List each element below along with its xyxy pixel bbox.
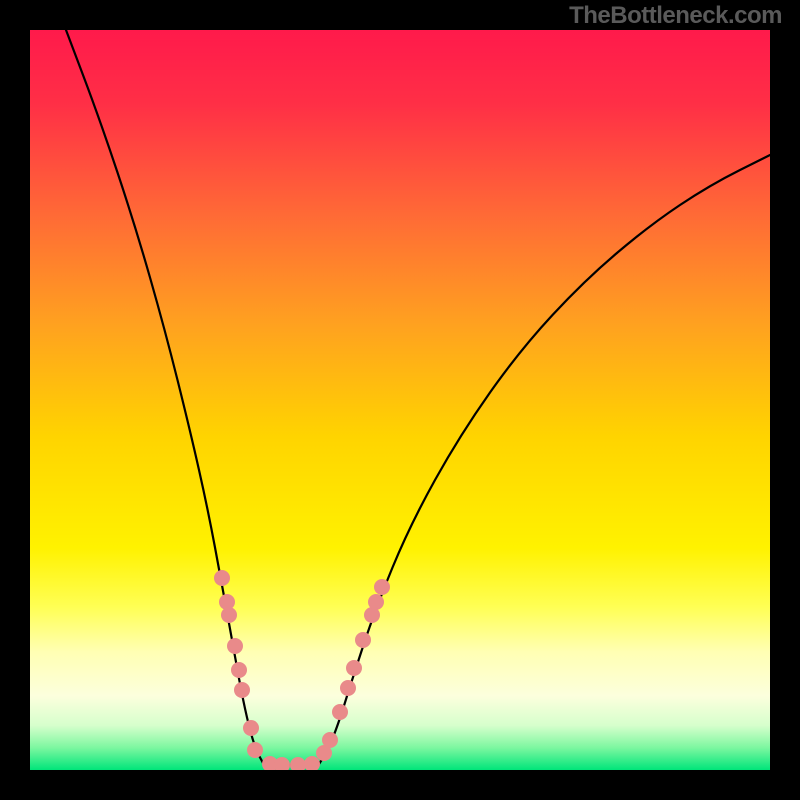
marker-group xyxy=(214,570,390,770)
data-marker xyxy=(234,682,250,698)
frame-bottom xyxy=(0,770,800,800)
data-marker xyxy=(322,732,338,748)
data-marker xyxy=(355,632,371,648)
data-marker xyxy=(221,607,237,623)
data-marker xyxy=(304,756,320,770)
curve-right-branch xyxy=(319,155,770,764)
data-marker xyxy=(332,704,348,720)
data-marker xyxy=(274,757,290,770)
data-marker xyxy=(340,680,356,696)
data-marker xyxy=(290,757,306,770)
chart-svg xyxy=(30,30,770,770)
data-marker xyxy=(247,742,263,758)
data-marker xyxy=(227,638,243,654)
data-marker xyxy=(231,662,247,678)
data-marker xyxy=(374,579,390,595)
watermark-text: TheBottleneck.com xyxy=(569,2,782,30)
plot-area xyxy=(30,30,770,770)
data-marker xyxy=(214,570,230,586)
data-marker xyxy=(368,594,384,610)
frame-right xyxy=(770,0,800,800)
data-marker xyxy=(243,720,259,736)
frame-left xyxy=(0,0,30,800)
data-marker xyxy=(346,660,362,676)
